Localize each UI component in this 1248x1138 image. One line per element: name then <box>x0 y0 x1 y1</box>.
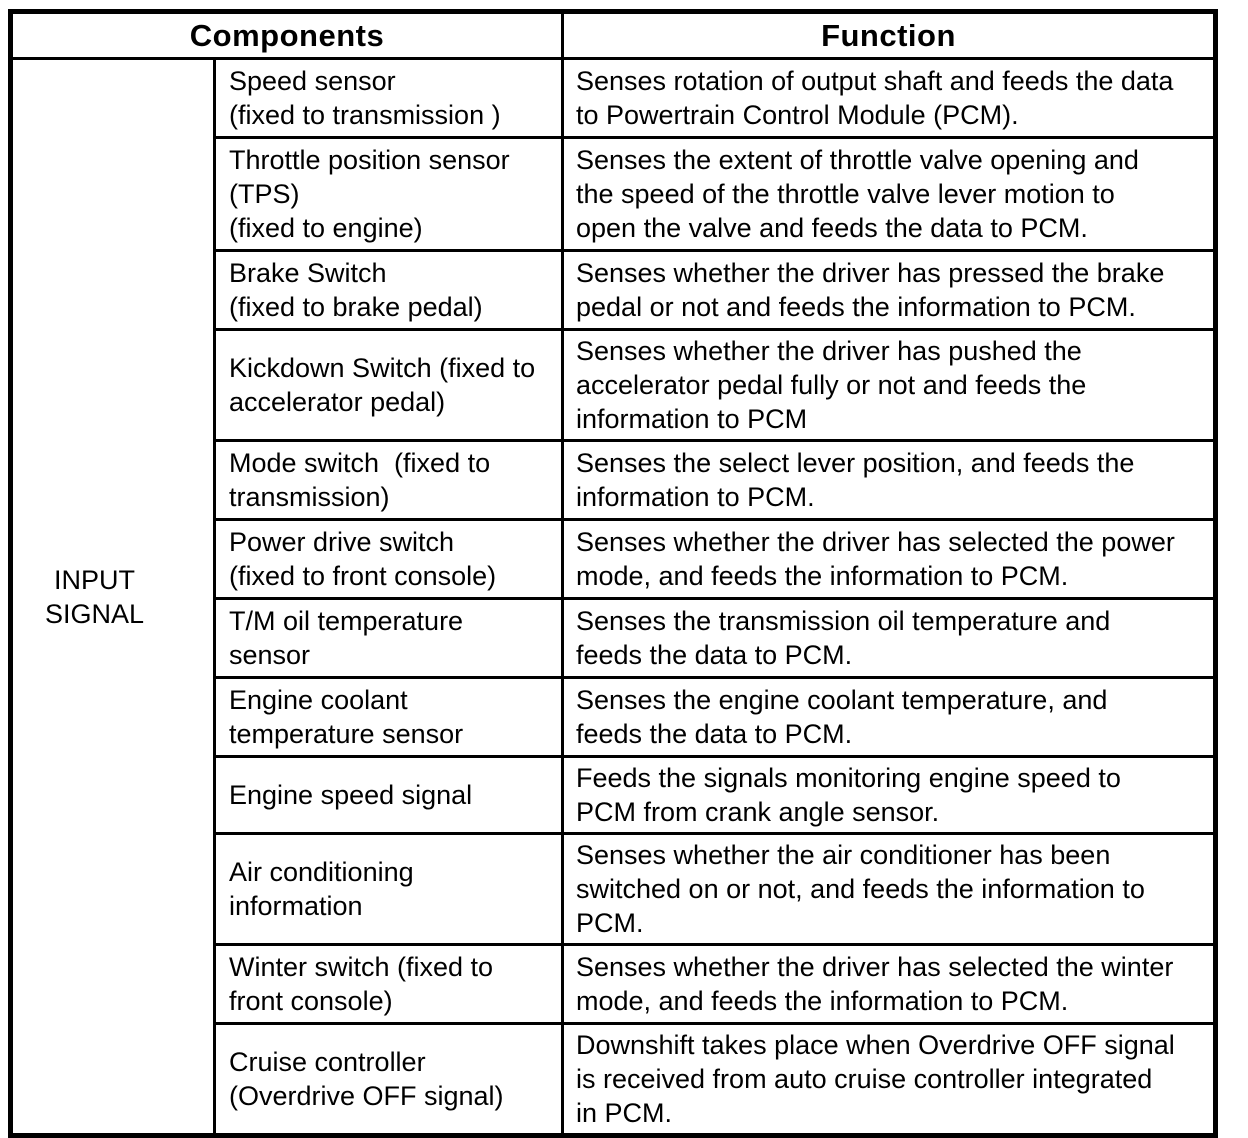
component-cell: Speed sensor (fixed to transmission ) <box>213 57 564 139</box>
table-row: Kickdown Switch (fixed to accelerator pe… <box>11 328 1217 442</box>
components-function-table: Components Function INPUT SIGNAL Speed s… <box>8 9 1218 1138</box>
function-cell: Senses whether the driver has pushed the… <box>561 328 1217 442</box>
function-cell: Senses whether the driver has selected t… <box>561 943 1217 1025</box>
table-header-function: Function <box>561 10 1217 60</box>
function-cell: Senses the extent of throttle valve open… <box>561 136 1217 252</box>
function-cell: Senses whether the air conditioner has b… <box>561 832 1217 946</box>
function-cell: Senses rotation of output shaft and feed… <box>561 57 1217 139</box>
function-cell: Downshift takes place when Overdrive OFF… <box>561 1022 1217 1137</box>
component-cell: T/M oil temperature sensor <box>213 597 564 679</box>
table-row: Engine speed signal Feeds the signals mo… <box>11 755 1217 835</box>
component-cell: Engine speed signal <box>213 755 564 835</box>
function-cell: Senses the select lever position, and fe… <box>561 439 1217 521</box>
table-row: Mode switch (fixed to transmission) Sens… <box>11 439 1217 521</box>
function-cell: Senses the transmission oil temperature … <box>561 597 1217 679</box>
component-cell: Air conditioning information <box>213 832 564 946</box>
component-cell: Winter switch (fixed to front console) <box>213 943 564 1025</box>
component-cell: Mode switch (fixed to transmission) <box>213 439 564 521</box>
document-page: Components Function INPUT SIGNAL Speed s… <box>8 9 1218 1138</box>
table-row: INPUT SIGNAL Speed sensor (fixed to tran… <box>9 57 1217 1137</box>
component-cell: Cruise controller (Overdrive OFF signal) <box>213 1022 564 1137</box>
function-cell: Feeds the signals monitoring engine spee… <box>561 755 1217 835</box>
function-cell: Senses whether the driver has pressed th… <box>561 249 1217 331</box>
table-row: Power drive switch (fixed to front conso… <box>11 518 1217 600</box>
table-row: Winter switch (fixed to front console) S… <box>11 943 1217 1025</box>
table-row: Air conditioning information Senses whet… <box>11 832 1217 946</box>
table-row: Throttle position sensor (TPS) (fixed to… <box>11 136 1217 252</box>
component-cell: Engine coolant temperature sensor <box>213 676 564 758</box>
table-header-row: Components Function <box>9 10 1217 60</box>
table-row: Engine coolant temperature sensor Senses… <box>11 676 1217 758</box>
table-header-components: Components <box>9 10 564 60</box>
component-cell: Brake Switch (fixed to brake pedal) <box>213 249 564 331</box>
table-row: T/M oil temperature sensor Senses the tr… <box>11 597 1217 679</box>
table-row: Brake Switch (fixed to brake pedal) Sens… <box>11 249 1217 331</box>
component-cell: Kickdown Switch (fixed to accelerator pe… <box>213 328 564 442</box>
component-cell: Power drive switch (fixed to front conso… <box>213 518 564 600</box>
function-cell: Senses whether the driver has selected t… <box>561 518 1217 600</box>
input-signal-group-label: INPUT SIGNAL <box>9 57 216 1137</box>
component-cell: Throttle position sensor (TPS) (fixed to… <box>213 136 564 252</box>
function-cell: Senses the engine coolant temperature, a… <box>561 676 1217 758</box>
